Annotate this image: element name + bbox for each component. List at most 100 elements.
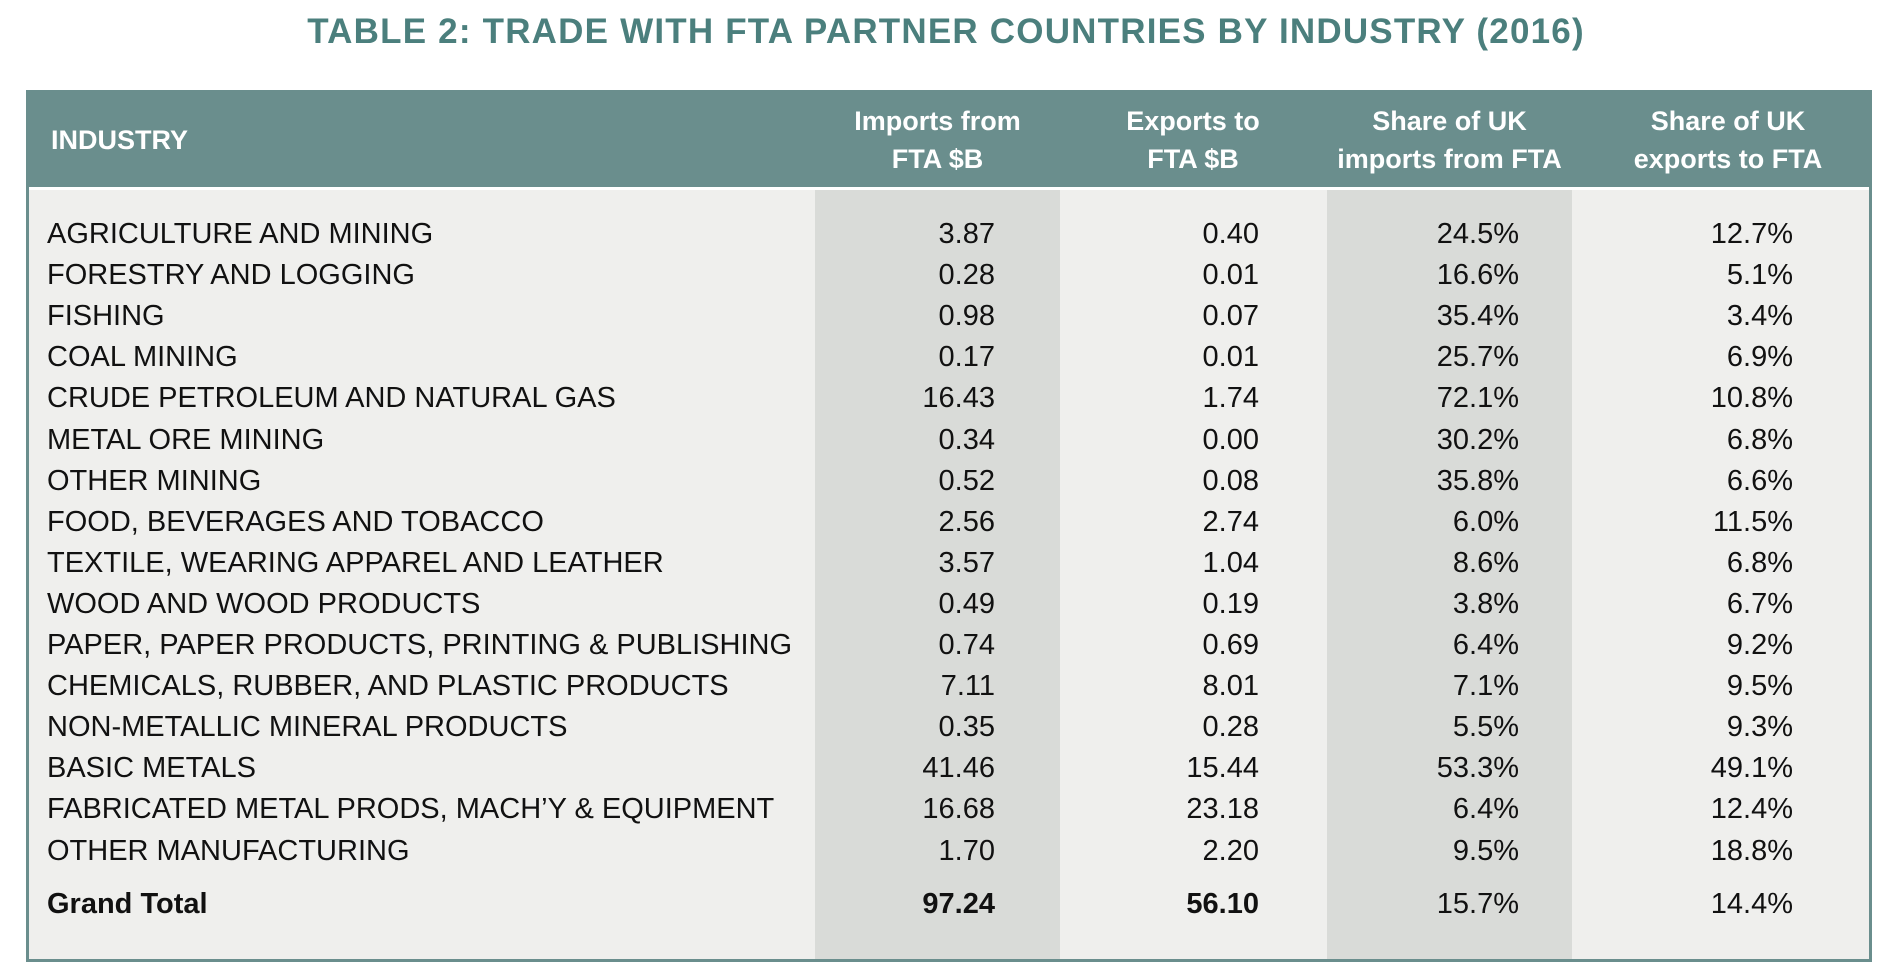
cell-share-exports: 9.5% <box>1726 670 1793 703</box>
cell-share-imports: 25.7% <box>1436 341 1519 374</box>
cell-share-exports: 49.1% <box>1710 752 1793 785</box>
cell-imports: 0.35 <box>938 711 995 744</box>
cell-share-exports: 6.8% <box>1726 546 1793 579</box>
header-exports-line1: Exports to <box>1126 106 1260 136</box>
header-industry-label: INDUSTRY <box>51 125 189 155</box>
cell-share-exports: 6.7% <box>1726 587 1793 620</box>
table-row: CHEMICALS, RUBBER, AND PLASTIC PRODUCTS 7… <box>29 666 1869 707</box>
cell-share-exports: 9.2% <box>1726 629 1793 661</box>
cell-share-imports: 6.4% <box>1452 793 1519 826</box>
header-share-imports: Share of UK imports from FTA <box>1327 93 1572 187</box>
cell-industry: OTHER MANUFACTURING <box>47 834 410 867</box>
cell-share-exports: 12.7% <box>1710 218 1793 250</box>
cell-exports: 0.19 <box>1202 587 1259 620</box>
cell-exports: 0.07 <box>1202 300 1259 333</box>
cell-imports: 7.11 <box>940 670 995 703</box>
cell-share-exports: 11.5% <box>1712 505 1793 538</box>
cell-share-imports: 7.1% <box>1452 670 1519 703</box>
cell-share-exports: 12.4% <box>1710 793 1793 826</box>
cell-share-exports: 6.6% <box>1726 464 1793 497</box>
cell-exports: 0.01 <box>1202 259 1259 292</box>
cell-exports: 2.74 <box>1202 505 1259 538</box>
header-share-imports-line1: Share of UK <box>1372 106 1527 136</box>
cell-industry: FISHING <box>47 300 165 333</box>
header-imports: Imports from FTA $B <box>815 93 1060 187</box>
cell-share-imports: 16.6% <box>1436 259 1519 292</box>
cell-imports: 0.52 <box>938 464 995 497</box>
table-row: TEXTILE, WEARING APPAREL AND LEATHER 3.57… <box>29 543 1869 584</box>
cell-share-imports: 3.8% <box>1452 587 1519 620</box>
cell-share-imports: 35.4% <box>1436 300 1519 333</box>
header-exports-line2: FTA $B <box>1147 144 1239 174</box>
header-share-exports: Share of UK exports to FTA <box>1595 93 1861 187</box>
cell-share-exports: 10.8% <box>1710 382 1793 415</box>
table-title: TABLE 2: TRADE WITH FTA PARTNER COUNTRIE… <box>307 12 1585 51</box>
cell-share-imports: 8.6% <box>1452 546 1519 579</box>
table-row: AGRICULTURE AND MINING 3.87 0.40 24.5% 12.7% <box>29 214 1869 255</box>
header-share-exports-line2: exports to FTA <box>1633 144 1823 174</box>
cell-industry: FORESTRY AND LOGGING <box>47 259 415 292</box>
cell-industry: NON-METALLIC MINERAL PRODUCTS <box>47 711 568 744</box>
cell-exports: 0.69 <box>1202 629 1259 661</box>
table-row: PAPER, PAPER PRODUCTS, PRINTING & PUBLIS… <box>29 625 1869 666</box>
cell-industry: CHEMICALS, RUBBER, AND PLASTIC PRODUCTS <box>47 670 729 703</box>
cell-exports: 0.40 <box>1202 218 1259 250</box>
cell-share-imports: 53.3% <box>1436 752 1519 785</box>
cell-share-imports: 35.8% <box>1436 464 1519 497</box>
cell-industry: COAL MINING <box>47 341 238 374</box>
cell-share-exports: 18.8% <box>1710 834 1793 867</box>
cell-share-imports: 6.4% <box>1452 629 1519 661</box>
cell-imports: 0.17 <box>938 341 995 374</box>
cell-industry: WOOD AND WOOD PRODUCTS <box>47 587 481 620</box>
cell-imports: 2.56 <box>938 505 995 538</box>
table-row: OTHER MANUFACTURING 1.70 2.20 9.5% 18.8% <box>29 831 1869 872</box>
table-row: WOOD AND WOOD PRODUCTS 0.49 0.19 3.8% 6.7% <box>29 584 1869 625</box>
cell-exports: 1.04 <box>1202 546 1259 579</box>
cell-imports: 0.49 <box>938 587 995 620</box>
grand-total-row: Grand Total 97.24 56.10 15.7% 14.4% <box>29 884 1869 925</box>
total-cell-imports: 97.24 <box>922 888 995 920</box>
cell-industry: OTHER MINING <box>47 464 262 497</box>
cell-exports: 0.28 <box>1202 711 1259 744</box>
cell-share-exports: 5.1% <box>1726 259 1793 292</box>
cell-exports: 23.18 <box>1186 793 1259 826</box>
header-share-exports-line1: Share of UK <box>1650 106 1806 136</box>
trade-table: INDUSTRY Imports from FTA $B Exports to … <box>26 90 1872 962</box>
cell-share-imports: 6.0% <box>1452 505 1519 538</box>
cell-imports: 41.46 <box>922 752 995 785</box>
cell-exports: 15.44 <box>1186 752 1259 785</box>
cell-exports: 1.74 <box>1202 382 1259 415</box>
cell-imports: 3.57 <box>938 546 995 579</box>
cell-industry: TEXTILE, WEARING APPAREL AND LEATHER <box>47 546 664 579</box>
table-row: FISHING 0.98 0.07 35.4% 3.4% <box>29 296 1869 337</box>
cell-imports: 0.74 <box>938 629 995 661</box>
header-industry: INDUSTRY <box>51 93 751 187</box>
cell-share-exports: 6.9% <box>1726 341 1793 374</box>
total-cell-share-exports: 14.4% <box>1710 888 1793 920</box>
cell-industry: CRUDE PETROLEUM AND NATURAL GAS <box>47 382 616 415</box>
cell-imports: 0.28 <box>938 259 995 292</box>
cell-industry: BASIC METALS <box>47 752 256 785</box>
cell-exports: 2.20 <box>1202 834 1259 867</box>
cell-share-imports: 30.2% <box>1436 423 1519 456</box>
header-exports: Exports to FTA $B <box>1083 93 1303 187</box>
table-row: METAL ORE MINING 0.34 0.00 30.2% 6.8% <box>29 420 1869 461</box>
table-row: COAL MINING 0.17 0.01 25.7% 6.9% <box>29 337 1869 378</box>
cell-imports: 3.87 <box>938 218 995 250</box>
header-imports-line2: FTA $B <box>891 144 984 174</box>
table-row: NON-METALLIC MINERAL PRODUCTS 0.35 0.28 5.5… <box>29 707 1869 748</box>
table-row: FABRICATED METAL PRODS, MACH’Y & EQUIPME… <box>29 789 1869 830</box>
cell-imports: 16.43 <box>922 382 995 415</box>
header-share-imports-line2: imports from FTA <box>1337 144 1562 174</box>
total-cell-exports: 56.10 <box>1186 888 1259 920</box>
cell-industry: FABRICATED METAL PRODS, MACH’Y & EQUIPME… <box>47 793 775 826</box>
imports-column-shade <box>815 93 1060 959</box>
table-row: BASIC METALS 41.46 15.44 53.3% 49.1% <box>29 748 1869 789</box>
cell-imports: 0.34 <box>938 423 995 456</box>
cell-share-imports: 24.5% <box>1436 218 1519 250</box>
header-imports-line1: Imports from <box>854 106 1021 136</box>
cell-exports: 8.01 <box>1202 670 1259 703</box>
total-cell-share-imports: 15.7% <box>1436 888 1519 920</box>
cell-share-exports: 6.8% <box>1726 423 1793 456</box>
cell-share-exports: 3.4% <box>1726 300 1793 333</box>
